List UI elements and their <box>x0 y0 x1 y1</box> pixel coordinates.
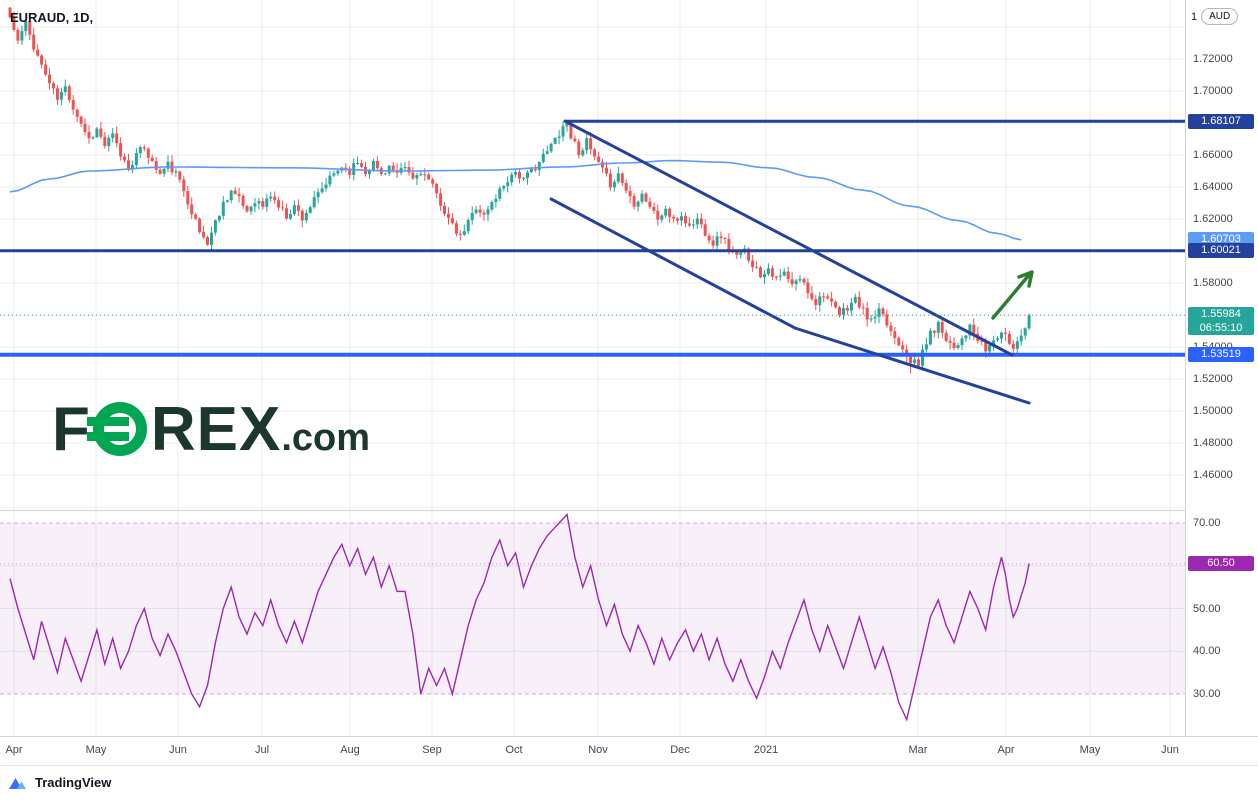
time-axis-label: Dec <box>670 744 690 756</box>
mid-horizontal-line-badge: 1.60021 <box>1188 243 1254 259</box>
time-axis-label: Jul <box>254 744 270 756</box>
price-axis-label: 1.72000 <box>1193 53 1233 65</box>
price-axis-label: 1.46000 <box>1193 469 1233 481</box>
time-axis-label: Jun <box>1161 744 1179 756</box>
price-axis-label: 1.50000 <box>1193 405 1233 417</box>
candlestick-series[interactable] <box>8 6 1031 374</box>
rsi-line[interactable] <box>9 513 1030 722</box>
time-axis-label: Oct <box>505 744 523 756</box>
channel-lower-trendline[interactable] <box>549 197 1031 405</box>
time-axis-label: 2021 <box>753 744 779 756</box>
rsi-axis-label: 50.00 <box>1193 602 1221 615</box>
time-axis-label: Nov <box>588 744 608 756</box>
chart-canvas[interactable] <box>0 0 1185 736</box>
price-axis-label: 1.62000 <box>1193 213 1233 225</box>
time-axis[interactable]: Apr May Jun Jul Aug Sep Oct Nov Dec 2021 Mar Apr May… <box>0 736 1258 766</box>
forex-logo-letter-f: F <box>52 395 91 464</box>
price-axis[interactable]: 1.72000 1.70000 1.66000 1.64000 1.62000 1.580… <box>1185 0 1258 736</box>
rsi-axis-label: 40.00 <box>1193 645 1221 658</box>
footer-bar: TradingView <box>0 765 1258 799</box>
channel-upper-trendline[interactable] <box>563 119 1014 357</box>
tradingview-logo-icon <box>9 778 26 789</box>
price-axis-label: 1.58000 <box>1193 277 1233 289</box>
time-axis-label: Apr <box>5 744 23 756</box>
time-axis-label: Sep <box>422 744 442 756</box>
price-axis-label: 1.70000 <box>1193 85 1233 97</box>
ma-line[interactable] <box>9 159 1022 241</box>
forex-logo-dotcom: .com <box>281 417 371 459</box>
symbol-legend[interactable]: EURAUD, 1D, <box>10 10 94 25</box>
currency-toggle-button[interactable]: AUD <box>1201 8 1239 25</box>
time-axis-label: Mar <box>908 744 928 756</box>
forex-logo-euro-icon <box>86 402 147 456</box>
rsi-value-badge: 60.50 <box>1188 556 1254 572</box>
scale-mode-button[interactable]: 1 <box>1191 10 1198 23</box>
time-axis-label: Jun <box>169 744 187 756</box>
time-axis-label: May <box>85 744 107 756</box>
time-axis-label: Apr <box>997 744 1015 756</box>
tradingview-brand-link[interactable]: TradingView <box>35 775 112 790</box>
rsi-axis-label: 30.00 <box>1193 688 1221 700</box>
price-axis-label: 1.52000 <box>1193 373 1233 385</box>
rsi-band <box>0 523 1185 694</box>
price-axis-label: 1.64000 <box>1193 181 1233 193</box>
time-axis-label: May <box>1079 744 1101 756</box>
price-axis-label: 1.48000 <box>1193 437 1233 449</box>
price-scale-header: 1 AUD <box>1191 8 1239 25</box>
resistance-line-badge: 1.68107 <box>1188 113 1254 129</box>
support-line-badge: 1.53519 <box>1188 347 1254 363</box>
forex-watermark: F REX.com <box>52 394 370 465</box>
rsi-axis-label: 70.00 <box>1193 517 1221 529</box>
last-price-badge: 1.55984 06:55:10 <box>1188 307 1254 336</box>
up-arrow-drawing[interactable] <box>991 270 1034 320</box>
price-axis-label: 1.66000 <box>1193 149 1233 161</box>
forex-logo-letters-rex: REX <box>150 395 282 464</box>
time-axis-label: Aug <box>340 744 360 756</box>
